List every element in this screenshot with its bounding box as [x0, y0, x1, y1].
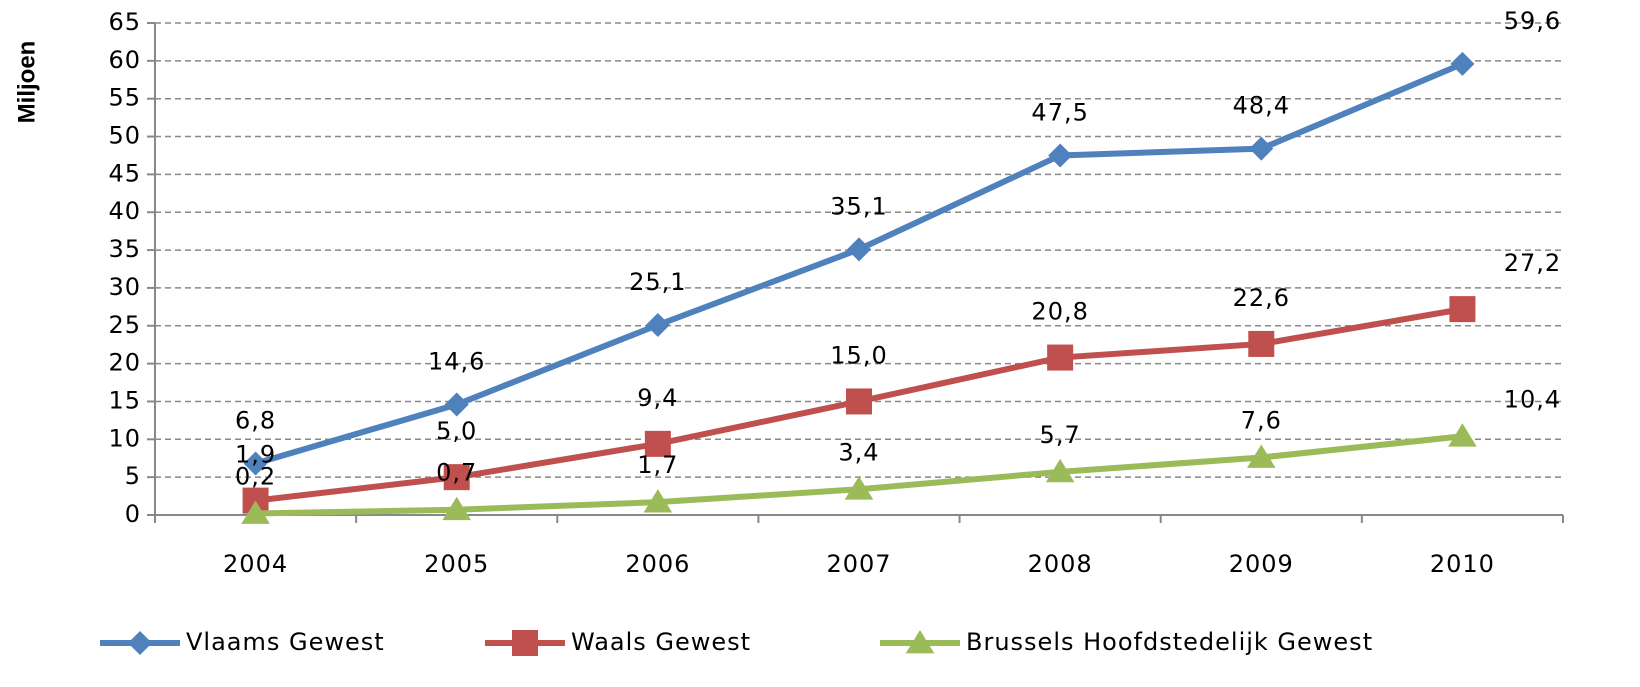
marker: [844, 476, 874, 500]
data-label: 14,6: [428, 347, 485, 375]
data-label: 1,7: [637, 451, 678, 479]
data-label: 10,4: [1504, 385, 1561, 413]
data-label: 27,2: [1504, 249, 1561, 277]
x-tick-label: 2007: [826, 550, 891, 578]
marker: [443, 464, 470, 491]
data-label: 1,9: [235, 441, 276, 469]
y-tick-label: 10: [108, 424, 141, 452]
y-tick-label: 50: [108, 122, 141, 150]
x-tick-label: 2008: [1028, 550, 1093, 578]
marker: [645, 313, 670, 338]
marker: [846, 388, 872, 415]
y-tick-label: 30: [108, 273, 141, 301]
y-tick-label: 20: [108, 349, 141, 377]
marker: [128, 631, 152, 655]
data-label: 0,2: [235, 462, 276, 490]
marker: [241, 500, 270, 524]
data-label: 48,4: [1233, 92, 1290, 120]
marker: [847, 237, 871, 262]
marker: [512, 630, 538, 656]
marker: [444, 392, 469, 417]
marker: [442, 496, 472, 521]
data-label: 5,0: [436, 417, 477, 445]
marker: [1045, 458, 1075, 483]
data-label: 25,1: [629, 268, 686, 296]
marker: [905, 630, 935, 654]
data-label: 20,8: [1031, 298, 1088, 326]
data-label: 59,6: [1504, 7, 1561, 35]
data-label: 0,7: [436, 459, 477, 487]
data-label: 35,1: [830, 192, 887, 220]
x-tick-label: 2006: [625, 550, 690, 578]
y-tick-label: 40: [108, 197, 141, 225]
marker: [643, 489, 673, 513]
marker: [1448, 423, 1477, 447]
y-tick-label: 35: [108, 235, 141, 263]
data-label: 7,6: [1241, 406, 1282, 434]
data-label: 15,0: [830, 341, 887, 369]
data-label: 5,7: [1040, 421, 1081, 449]
legend-label: Brussels Hoofdstedelijk Gewest: [966, 628, 1373, 656]
marker: [243, 451, 268, 476]
y-tick-label: 45: [108, 159, 141, 187]
marker: [1450, 51, 1475, 76]
y-axis-label: Miljoen: [13, 41, 40, 124]
x-tick-label: 2004: [223, 550, 288, 578]
marker: [1449, 296, 1476, 323]
marker: [1047, 344, 1074, 371]
y-tick-label: 0: [125, 500, 141, 528]
data-label: 9,4: [637, 384, 678, 412]
x-tick-label: 2009: [1229, 550, 1294, 578]
y-tick-label: 25: [108, 311, 141, 339]
marker: [644, 430, 671, 457]
y-tick-label: 65: [108, 8, 141, 36]
x-tick-label: 2005: [424, 550, 489, 578]
legend-label: Vlaams Gewest: [186, 628, 385, 656]
marker: [1246, 444, 1276, 468]
x-tick-label: 2010: [1430, 550, 1495, 578]
data-label: 6,8: [235, 407, 276, 435]
legend-label: Waals Gewest: [571, 628, 751, 656]
marker: [1048, 143, 1073, 168]
marker: [1249, 136, 1274, 161]
marker: [1248, 330, 1275, 357]
data-label: 22,6: [1233, 284, 1290, 312]
y-tick-label: 5: [125, 462, 141, 490]
y-tick-label: 60: [108, 46, 141, 74]
y-tick-label: 55: [108, 84, 141, 112]
y-tick-label: 15: [108, 386, 141, 414]
data-label: 47,5: [1031, 98, 1088, 126]
data-label: 3,4: [838, 438, 879, 466]
